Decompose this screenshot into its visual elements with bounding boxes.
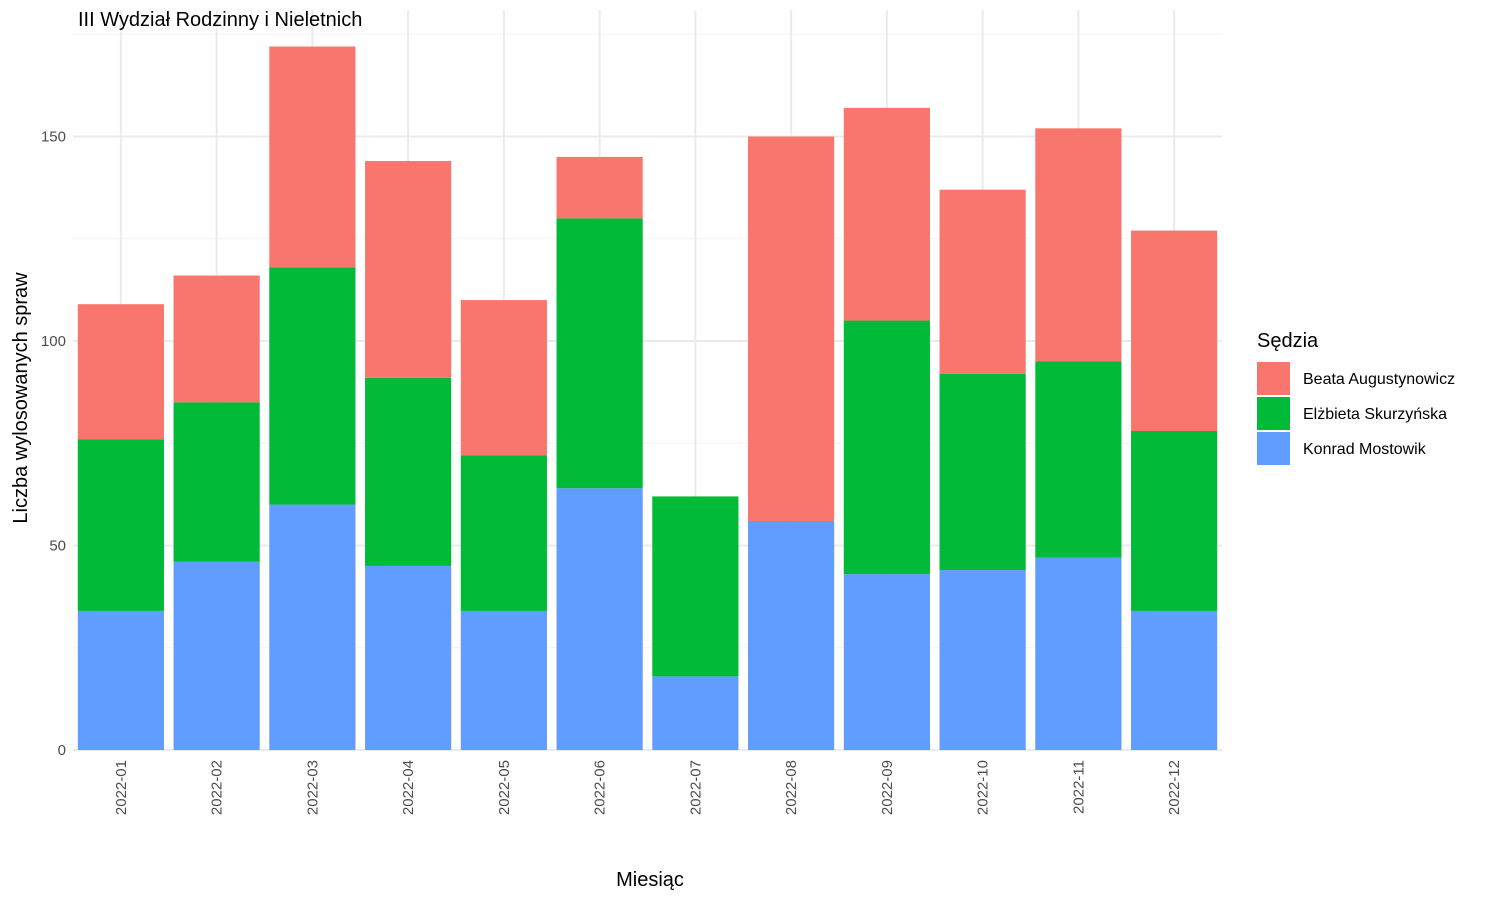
bar-segment xyxy=(77,304,164,440)
bar-segment xyxy=(173,402,260,562)
bar-segment xyxy=(77,439,164,611)
x-tick-label: 2022-10 xyxy=(975,760,992,815)
y-axis-title: Liczba wylosowanych spraw xyxy=(10,272,32,524)
x-tick-label: 2022-07 xyxy=(687,760,704,815)
bar-segment xyxy=(556,218,643,489)
bar-segment xyxy=(939,189,1026,374)
legend-label: Elżbieta Skurzyńska xyxy=(1303,406,1447,423)
x-axis-ticks: 2022-01 2022-02 2022-03 2022-04 2022-05 2022-… xyxy=(113,760,1183,815)
x-tick-label: 2022-02 xyxy=(209,760,226,815)
bar-segment xyxy=(365,565,452,750)
bar-segment xyxy=(556,156,643,219)
x-tick-label: 2022-12 xyxy=(1166,760,1183,815)
y-tick-label: 50 xyxy=(49,538,66,555)
bar-segment xyxy=(939,373,1026,571)
bar-segment xyxy=(1131,610,1218,750)
bar-segment xyxy=(1131,430,1218,611)
bar-segment xyxy=(748,136,835,521)
y-tick-label: 150 xyxy=(41,129,66,146)
bar-segment xyxy=(652,496,739,677)
bar-segment xyxy=(1035,557,1122,750)
bar-segment xyxy=(748,520,835,750)
x-tick-label: 2022-06 xyxy=(592,760,609,815)
x-axis-title: Miesiąc xyxy=(616,869,684,891)
x-tick-label: 2022-08 xyxy=(783,760,800,815)
bar-segment xyxy=(843,107,930,321)
chart-title: III Wydział Rodzinny i Nieletnich xyxy=(78,9,362,31)
x-tick-label: 2022-05 xyxy=(496,760,513,815)
bar-segment xyxy=(556,488,643,750)
legend-title: Sędzia xyxy=(1257,330,1319,352)
bar-segment xyxy=(365,377,452,566)
bar-segment xyxy=(939,570,1026,750)
bar-segment xyxy=(173,561,260,750)
legend-label: Konrad Mostowik xyxy=(1303,441,1427,458)
legend: Sędzia Beata Augustynowicz Elżbieta Skurz… xyxy=(1257,330,1455,465)
x-tick-label: 2022-04 xyxy=(400,760,417,815)
bar-segment xyxy=(269,504,356,750)
bar-segment xyxy=(365,161,452,378)
bar-segment xyxy=(460,300,547,456)
y-tick-label: 100 xyxy=(41,333,66,350)
bar-segment xyxy=(1035,128,1122,362)
bar-segment xyxy=(460,610,547,750)
y-axis-ticks: 0 50 100 150 xyxy=(41,129,66,760)
bar-segment xyxy=(460,455,547,611)
bar-segment xyxy=(843,574,930,750)
bar-segment xyxy=(269,267,356,505)
bar-segment xyxy=(1131,230,1218,431)
y-tick-label: 0 xyxy=(58,742,66,759)
bar-segment xyxy=(77,610,164,750)
bars xyxy=(77,46,1218,750)
x-tick-label: 2022-11 xyxy=(1070,760,1087,814)
legend-swatch xyxy=(1257,397,1290,430)
bar-segment xyxy=(173,275,260,403)
legend-swatch xyxy=(1257,432,1290,465)
x-tick-label: 2022-01 xyxy=(113,760,130,815)
x-tick-label: 2022-09 xyxy=(879,760,896,815)
bar-segment xyxy=(843,320,930,575)
bar-segment xyxy=(269,46,356,268)
legend-label: Beata Augustynowicz xyxy=(1303,371,1455,388)
x-tick-label: 2022-03 xyxy=(304,760,321,815)
legend-swatch xyxy=(1257,362,1290,395)
bar-segment xyxy=(1035,361,1122,558)
bar-segment xyxy=(652,676,739,750)
